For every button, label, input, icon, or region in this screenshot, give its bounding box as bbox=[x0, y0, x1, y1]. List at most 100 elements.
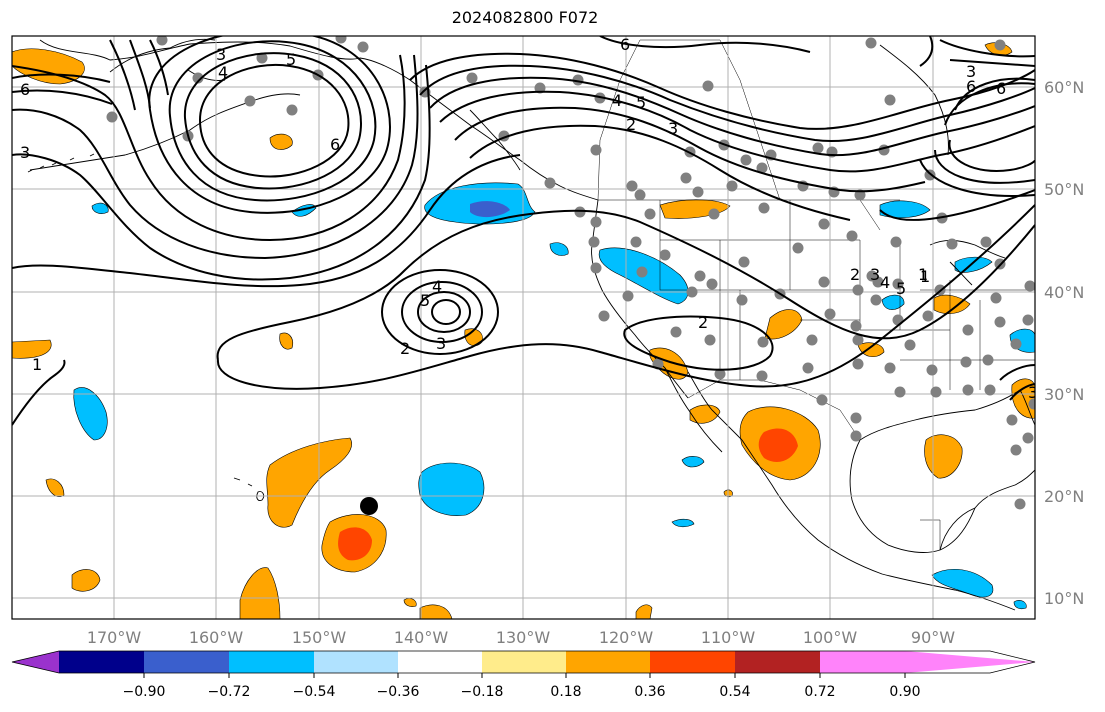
lon-label: 120°W bbox=[599, 628, 654, 647]
colorbar-tick-label: 0.90 bbox=[889, 684, 920, 700]
colorbar-segment bbox=[820, 651, 905, 673]
colorbar-segment bbox=[229, 651, 314, 673]
positive-anomaly-strong bbox=[758, 428, 798, 462]
positive-anomaly bbox=[1011, 378, 1035, 419]
contour-label: 5 bbox=[286, 50, 296, 69]
lat-label: 20°N bbox=[1044, 487, 1084, 506]
contour-label: 5 bbox=[420, 291, 430, 310]
contour-label: 3 bbox=[870, 265, 880, 284]
contour-label: 2 bbox=[400, 339, 410, 358]
contour-label: 6 bbox=[966, 77, 976, 96]
contour-label: 6 bbox=[330, 135, 340, 154]
contour-label: 4 bbox=[432, 277, 442, 296]
lon-label: 130°W bbox=[496, 628, 551, 647]
positive-anomaly bbox=[419, 604, 453, 619]
contour-label: 3 bbox=[668, 119, 678, 138]
colorbar-outline bbox=[11, 650, 1036, 674]
map-panel[interactable]: 1 2 3 4 5 6 3 6 3 4 5 2 3 4 5 6 6 3 4 5 bbox=[11, 31, 1040, 620]
contour-label: 3 bbox=[20, 143, 30, 162]
colorbar-segment bbox=[59, 651, 144, 673]
colorbar-tick-label: −0.36 bbox=[377, 684, 420, 700]
colorbar-extend-high bbox=[905, 651, 1035, 673]
contour-label: 3 bbox=[966, 62, 976, 81]
contour-label: 6 bbox=[996, 79, 1006, 98]
positive-anomaly bbox=[857, 342, 885, 358]
contour-label: 2 bbox=[626, 115, 636, 134]
height-contours bbox=[12, 36, 1035, 426]
positive-anomaly bbox=[269, 133, 293, 150]
colorbar-tick-label: −0.72 bbox=[208, 684, 251, 700]
longitude-labels: 170°W 160°W 150°W 140°W 130°W 120°W 110°… bbox=[87, 628, 955, 647]
lon-label: 150°W bbox=[292, 628, 347, 647]
contour-label: 6 bbox=[620, 35, 630, 54]
gridlines bbox=[12, 36, 1035, 619]
colorbar-segment bbox=[735, 651, 820, 673]
map-frame bbox=[11, 35, 1036, 620]
colorbar-tick-label: −0.54 bbox=[293, 684, 336, 700]
lon-label: 160°W bbox=[189, 628, 244, 647]
positive-anomaly bbox=[933, 294, 971, 314]
negative-anomaly bbox=[91, 202, 109, 214]
colorbar-tick-label: 0.54 bbox=[719, 684, 750, 700]
contour-label: 4 bbox=[218, 63, 228, 82]
contour-label: 6 bbox=[20, 80, 30, 99]
positive-anomaly bbox=[71, 569, 101, 592]
lat-label: 60°N bbox=[1044, 78, 1084, 97]
colorbar-tick-label: 0.36 bbox=[634, 684, 665, 700]
contour-label: 5 bbox=[636, 93, 646, 112]
latitude-labels: 60°N 50°N 40°N 30°N 20°N 10°N bbox=[1044, 78, 1084, 608]
colorbar-tick-label: 0.18 bbox=[550, 684, 581, 700]
positive-anomaly bbox=[266, 437, 352, 528]
negative-anomaly bbox=[681, 456, 705, 468]
contour-label: 3 bbox=[216, 45, 226, 64]
colorbar-segment bbox=[482, 651, 566, 673]
lon-label: 140°W bbox=[394, 628, 449, 647]
contour-label: 4 bbox=[612, 91, 622, 110]
positive-anomaly-strong bbox=[338, 527, 372, 561]
colorbar-extend-low bbox=[12, 651, 59, 673]
positive-anomaly bbox=[635, 604, 653, 619]
negative-anomaly bbox=[881, 294, 905, 310]
contour-label: 3 bbox=[436, 334, 446, 353]
negative-anomaly bbox=[549, 242, 569, 256]
positive-anomaly bbox=[924, 434, 963, 479]
lon-label: 90°W bbox=[911, 628, 955, 647]
lon-label: 170°W bbox=[87, 628, 142, 647]
colorbar-segment bbox=[314, 651, 398, 673]
contour-label: 1 bbox=[920, 267, 930, 286]
colorbar-segment bbox=[398, 651, 482, 673]
contour-label: 1 bbox=[32, 355, 42, 374]
contour-labels: 1 2 3 4 5 6 3 6 3 4 5 2 3 4 5 6 6 3 4 5 bbox=[20, 35, 1038, 402]
positive-anomaly bbox=[45, 478, 65, 498]
lat-label: 30°N bbox=[1044, 385, 1084, 404]
lat-label: 10°N bbox=[1044, 589, 1084, 608]
location-marker[interactable] bbox=[360, 497, 378, 515]
contour-label: 1 bbox=[918, 265, 928, 284]
lat-label: 40°N bbox=[1044, 283, 1084, 302]
negative-anomaly bbox=[1013, 600, 1027, 610]
colorbar-tick-label: −0.90 bbox=[123, 684, 166, 700]
positive-anomaly bbox=[689, 404, 721, 424]
negative-anomaly bbox=[671, 518, 695, 528]
colorbar-segment bbox=[144, 651, 229, 673]
negative-anomaly bbox=[73, 387, 108, 441]
lon-label: 110°W bbox=[701, 628, 756, 647]
colorbar-segment bbox=[566, 651, 650, 673]
negative-anomaly bbox=[931, 569, 994, 598]
colorbar: −0.90 −0.72 −0.54 −0.36 −0.18 0.18 0.36 … bbox=[11, 650, 1036, 700]
colorbar-segment bbox=[650, 651, 735, 673]
contour-label: 3 bbox=[1028, 383, 1038, 402]
map-title: 2024082800 F072 bbox=[451, 8, 599, 27]
negative-anomaly-strong bbox=[470, 201, 510, 218]
contour-label: 5 bbox=[896, 279, 906, 298]
contour-label: 2 bbox=[850, 265, 860, 284]
positive-anomaly bbox=[239, 567, 281, 619]
negative-anomaly bbox=[418, 462, 485, 516]
colorbar-tick-label: 0.72 bbox=[804, 684, 835, 700]
positive-anomaly bbox=[649, 347, 689, 380]
colorbar-tick-label: −0.18 bbox=[461, 684, 504, 700]
contour-label: 2 bbox=[698, 313, 708, 332]
lon-label: 100°W bbox=[803, 628, 858, 647]
lat-label: 50°N bbox=[1044, 180, 1084, 199]
